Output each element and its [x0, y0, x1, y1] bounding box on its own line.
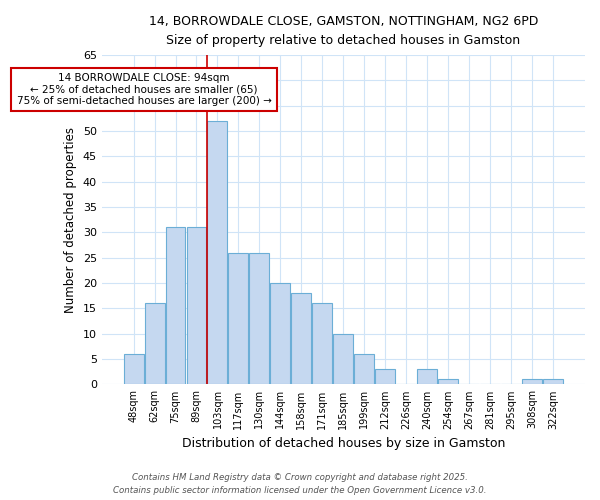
Y-axis label: Number of detached properties: Number of detached properties: [64, 127, 77, 313]
Bar: [229, 252, 248, 384]
Text: Contains HM Land Registry data © Crown copyright and database right 2025.
Contai: Contains HM Land Registry data © Crown c…: [113, 474, 487, 495]
Title: 14, BORROWDALE CLOSE, GAMSTON, NOTTINGHAM, NG2 6PD
Size of property relative to : 14, BORROWDALE CLOSE, GAMSTON, NOTTINGHA…: [149, 15, 538, 47]
Bar: [543, 380, 563, 384]
Bar: [166, 228, 185, 384]
X-axis label: Distribution of detached houses by size in Gamston: Distribution of detached houses by size …: [182, 437, 505, 450]
Bar: [438, 380, 458, 384]
Bar: [376, 369, 395, 384]
Bar: [334, 334, 353, 384]
Bar: [355, 354, 374, 384]
Bar: [145, 304, 164, 384]
Bar: [124, 354, 143, 384]
Bar: [271, 283, 290, 384]
Bar: [522, 380, 542, 384]
Bar: [417, 369, 437, 384]
Bar: [250, 252, 269, 384]
Text: 14 BORROWDALE CLOSE: 94sqm
← 25% of detached houses are smaller (65)
75% of semi: 14 BORROWDALE CLOSE: 94sqm ← 25% of deta…: [17, 73, 271, 106]
Bar: [208, 121, 227, 384]
Bar: [313, 304, 332, 384]
Bar: [292, 293, 311, 384]
Bar: [187, 228, 206, 384]
